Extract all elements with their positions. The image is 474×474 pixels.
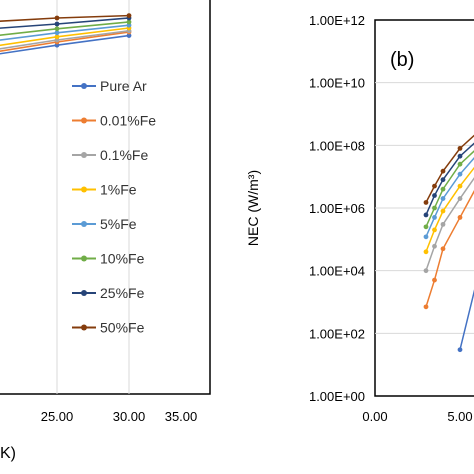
legend-marker bbox=[81, 83, 87, 89]
data-point bbox=[423, 212, 429, 218]
legend-label: 50%Fe bbox=[100, 320, 145, 336]
y-tick-label: 1.00E+02 bbox=[309, 326, 365, 341]
legend-label: 0.01%Fe bbox=[100, 113, 156, 129]
data-point bbox=[432, 183, 437, 189]
panel-label-b: (b) bbox=[390, 49, 414, 71]
legend-item: 0.1%Fe bbox=[72, 147, 148, 163]
y-tick-labels-b: 1.00E+00 1.00E+02 1.00E+04 1.00E+06 1.00E+08… bbox=[309, 13, 365, 404]
data-point bbox=[440, 186, 446, 192]
data-point bbox=[440, 246, 446, 252]
legend-a: Pure Ar 0.01%Fe 0.1%Fe 1%Fe 5%Fe 10%Fe 25%Fe 50… bbox=[72, 78, 156, 336]
legend-label: 1%Fe bbox=[100, 182, 137, 198]
legend-item: 25%Fe bbox=[72, 285, 145, 301]
data-point bbox=[432, 193, 437, 198]
data-point bbox=[457, 145, 463, 151]
data-point bbox=[423, 249, 429, 255]
data-point bbox=[423, 224, 429, 230]
legend-label: 5%Fe bbox=[100, 216, 137, 232]
data-point bbox=[440, 177, 446, 183]
series-line bbox=[425, 190, 474, 308]
panel-b: 1.00E+00 1.00E+02 1.00E+04 1.00E+06 1.00E+08… bbox=[245, 13, 474, 424]
data-point bbox=[423, 268, 429, 274]
data-point bbox=[432, 227, 437, 233]
x-tick-label: 5.00 bbox=[447, 409, 472, 424]
y-tick-label: 1.00E+10 bbox=[309, 76, 365, 91]
x-tick-label: 35.00 bbox=[165, 409, 198, 424]
y-tick-label: 1.00E+08 bbox=[309, 138, 365, 153]
data-point bbox=[54, 21, 60, 27]
gridlines-a bbox=[56, 0, 130, 394]
y-tick-label: 1.00E+12 bbox=[309, 13, 365, 28]
series-line bbox=[425, 166, 474, 253]
legend-label: 10%Fe bbox=[100, 251, 145, 267]
data-point bbox=[423, 200, 429, 205]
series-line bbox=[425, 177, 474, 271]
legend-label: Pure Ar bbox=[100, 78, 147, 94]
data-point bbox=[457, 196, 463, 201]
data-point bbox=[54, 26, 60, 32]
y-tick-label: 1.00E+04 bbox=[309, 264, 365, 279]
data-point bbox=[440, 208, 446, 214]
legend-marker bbox=[81, 186, 87, 193]
data-point bbox=[126, 13, 132, 18]
data-point bbox=[432, 243, 437, 249]
y-tick-label: 1.00E+06 bbox=[309, 201, 365, 216]
series-a bbox=[0, 13, 132, 55]
legend-item: Pure Ar bbox=[72, 78, 147, 94]
y-axis-label-b: NEC (W/m³) bbox=[245, 170, 261, 246]
legend-marker bbox=[81, 290, 87, 296]
data-point bbox=[54, 15, 60, 21]
legend-item: 10%Fe bbox=[72, 251, 145, 267]
data-point bbox=[432, 215, 437, 220]
legend-marker bbox=[81, 117, 87, 124]
x-tick-labels-a: 25.00 30.00 35.00 bbox=[41, 409, 198, 424]
legend-marker bbox=[81, 221, 87, 227]
x-axis-label-fragment-a: K) bbox=[0, 445, 16, 462]
data-point bbox=[457, 161, 463, 167]
data-point bbox=[54, 30, 60, 36]
data-point bbox=[457, 215, 463, 220]
x-tick-label: 25.00 bbox=[41, 409, 74, 424]
data-point bbox=[440, 196, 446, 201]
data-point bbox=[432, 277, 437, 283]
data-point bbox=[440, 221, 446, 227]
x-tick-labels-b: 0.00 5.00 bbox=[362, 409, 472, 424]
data-point bbox=[457, 347, 463, 353]
panel-a: Pure Ar 0.01%Fe 0.1%Fe 1%Fe 5%Fe 10%Fe 25%Fe 50… bbox=[0, 0, 211, 462]
series-b bbox=[423, 134, 474, 353]
legend-item: 5%Fe bbox=[72, 216, 137, 232]
y-tick-label: 1.00E+00 bbox=[309, 389, 365, 404]
data-point bbox=[423, 234, 429, 240]
data-point bbox=[126, 33, 132, 38]
data-point bbox=[423, 304, 429, 310]
legend-item: 1%Fe bbox=[72, 182, 137, 198]
x-tick-label: 0.00 bbox=[362, 409, 387, 424]
data-point bbox=[54, 34, 60, 40]
data-point bbox=[457, 183, 463, 189]
legend-item: 0.01%Fe bbox=[72, 113, 156, 129]
legend-marker bbox=[81, 324, 87, 331]
x-tick-label: 30.00 bbox=[113, 409, 146, 424]
legend-label: 25%Fe bbox=[100, 285, 145, 301]
data-point bbox=[432, 205, 437, 211]
data-point bbox=[457, 171, 463, 177]
series-line bbox=[425, 157, 474, 238]
series-line bbox=[459, 289, 474, 350]
legend-marker bbox=[81, 255, 87, 262]
data-point bbox=[457, 153, 463, 159]
legend-marker bbox=[81, 152, 87, 158]
series-line bbox=[425, 150, 474, 228]
data-point bbox=[126, 19, 132, 25]
series-line bbox=[425, 134, 474, 203]
data-point bbox=[440, 168, 446, 174]
legend-item: 50%Fe bbox=[72, 320, 145, 336]
legend-label: 0.1%Fe bbox=[100, 147, 148, 163]
plot-area-a bbox=[0, 0, 211, 395]
series-line bbox=[425, 142, 474, 216]
